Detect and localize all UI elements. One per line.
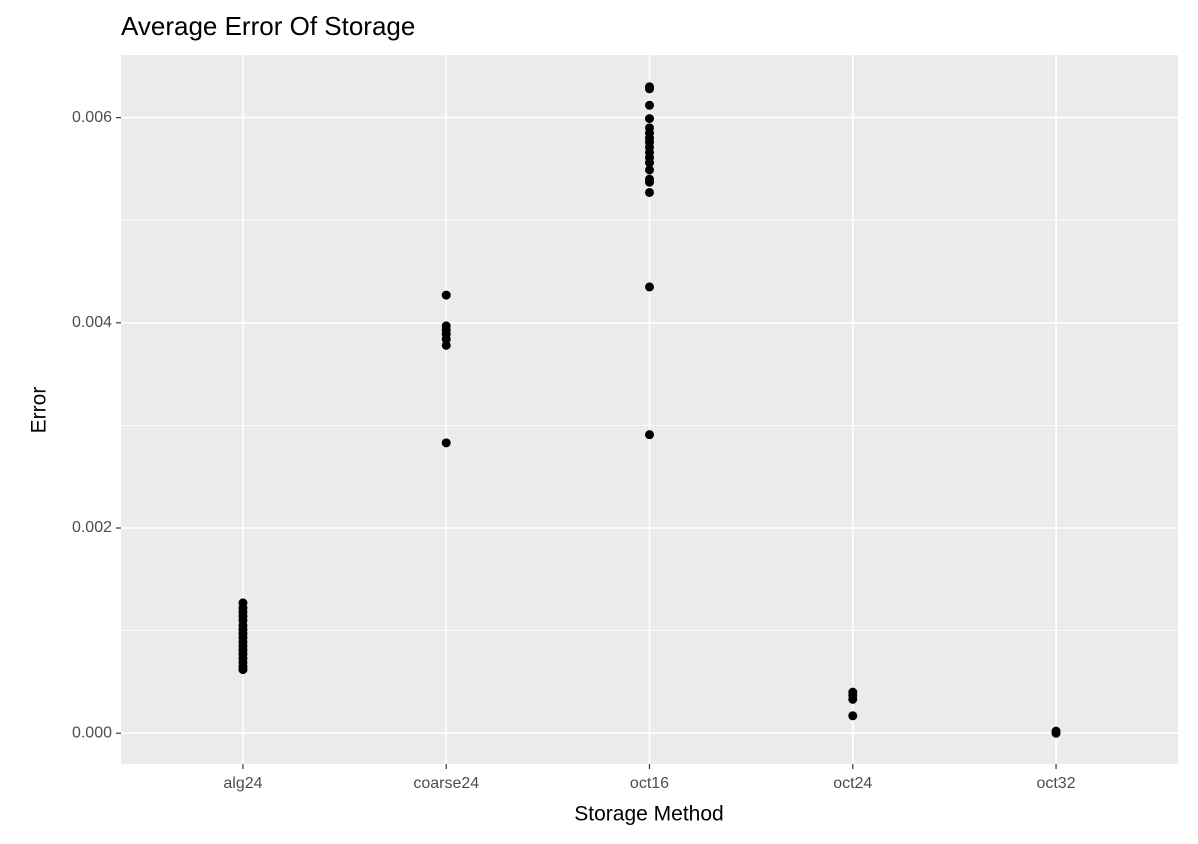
x-tick-label: oct16 (630, 775, 669, 792)
point (441, 290, 451, 300)
point (441, 340, 451, 350)
point (645, 165, 654, 175)
y-tick-label: 0.002 (72, 519, 112, 536)
x-tick-label: oct32 (1036, 775, 1075, 792)
point (645, 282, 654, 292)
point (848, 694, 858, 704)
point (848, 711, 858, 721)
point (1051, 728, 1061, 738)
point (441, 334, 451, 344)
y-tick-label: 0.006 (72, 109, 112, 126)
point (238, 665, 248, 675)
point (441, 438, 451, 448)
chart-title: Average Error Of Storage (121, 11, 415, 41)
y-axis-title: Error (28, 387, 51, 434)
point (645, 430, 654, 440)
y-tick-label: 0.004 (72, 314, 112, 331)
point (645, 100, 654, 110)
y-tick-label: 0.000 (72, 724, 112, 741)
point (645, 177, 654, 187)
x-tick-label: alg24 (223, 775, 262, 792)
point (645, 84, 654, 94)
point (645, 158, 654, 168)
x-axis-title: Storage Method (574, 803, 723, 826)
x-tick-label: oct24 (833, 775, 872, 792)
x-tick-label: coarse24 (413, 775, 479, 792)
point (645, 114, 654, 124)
point (645, 187, 654, 197)
